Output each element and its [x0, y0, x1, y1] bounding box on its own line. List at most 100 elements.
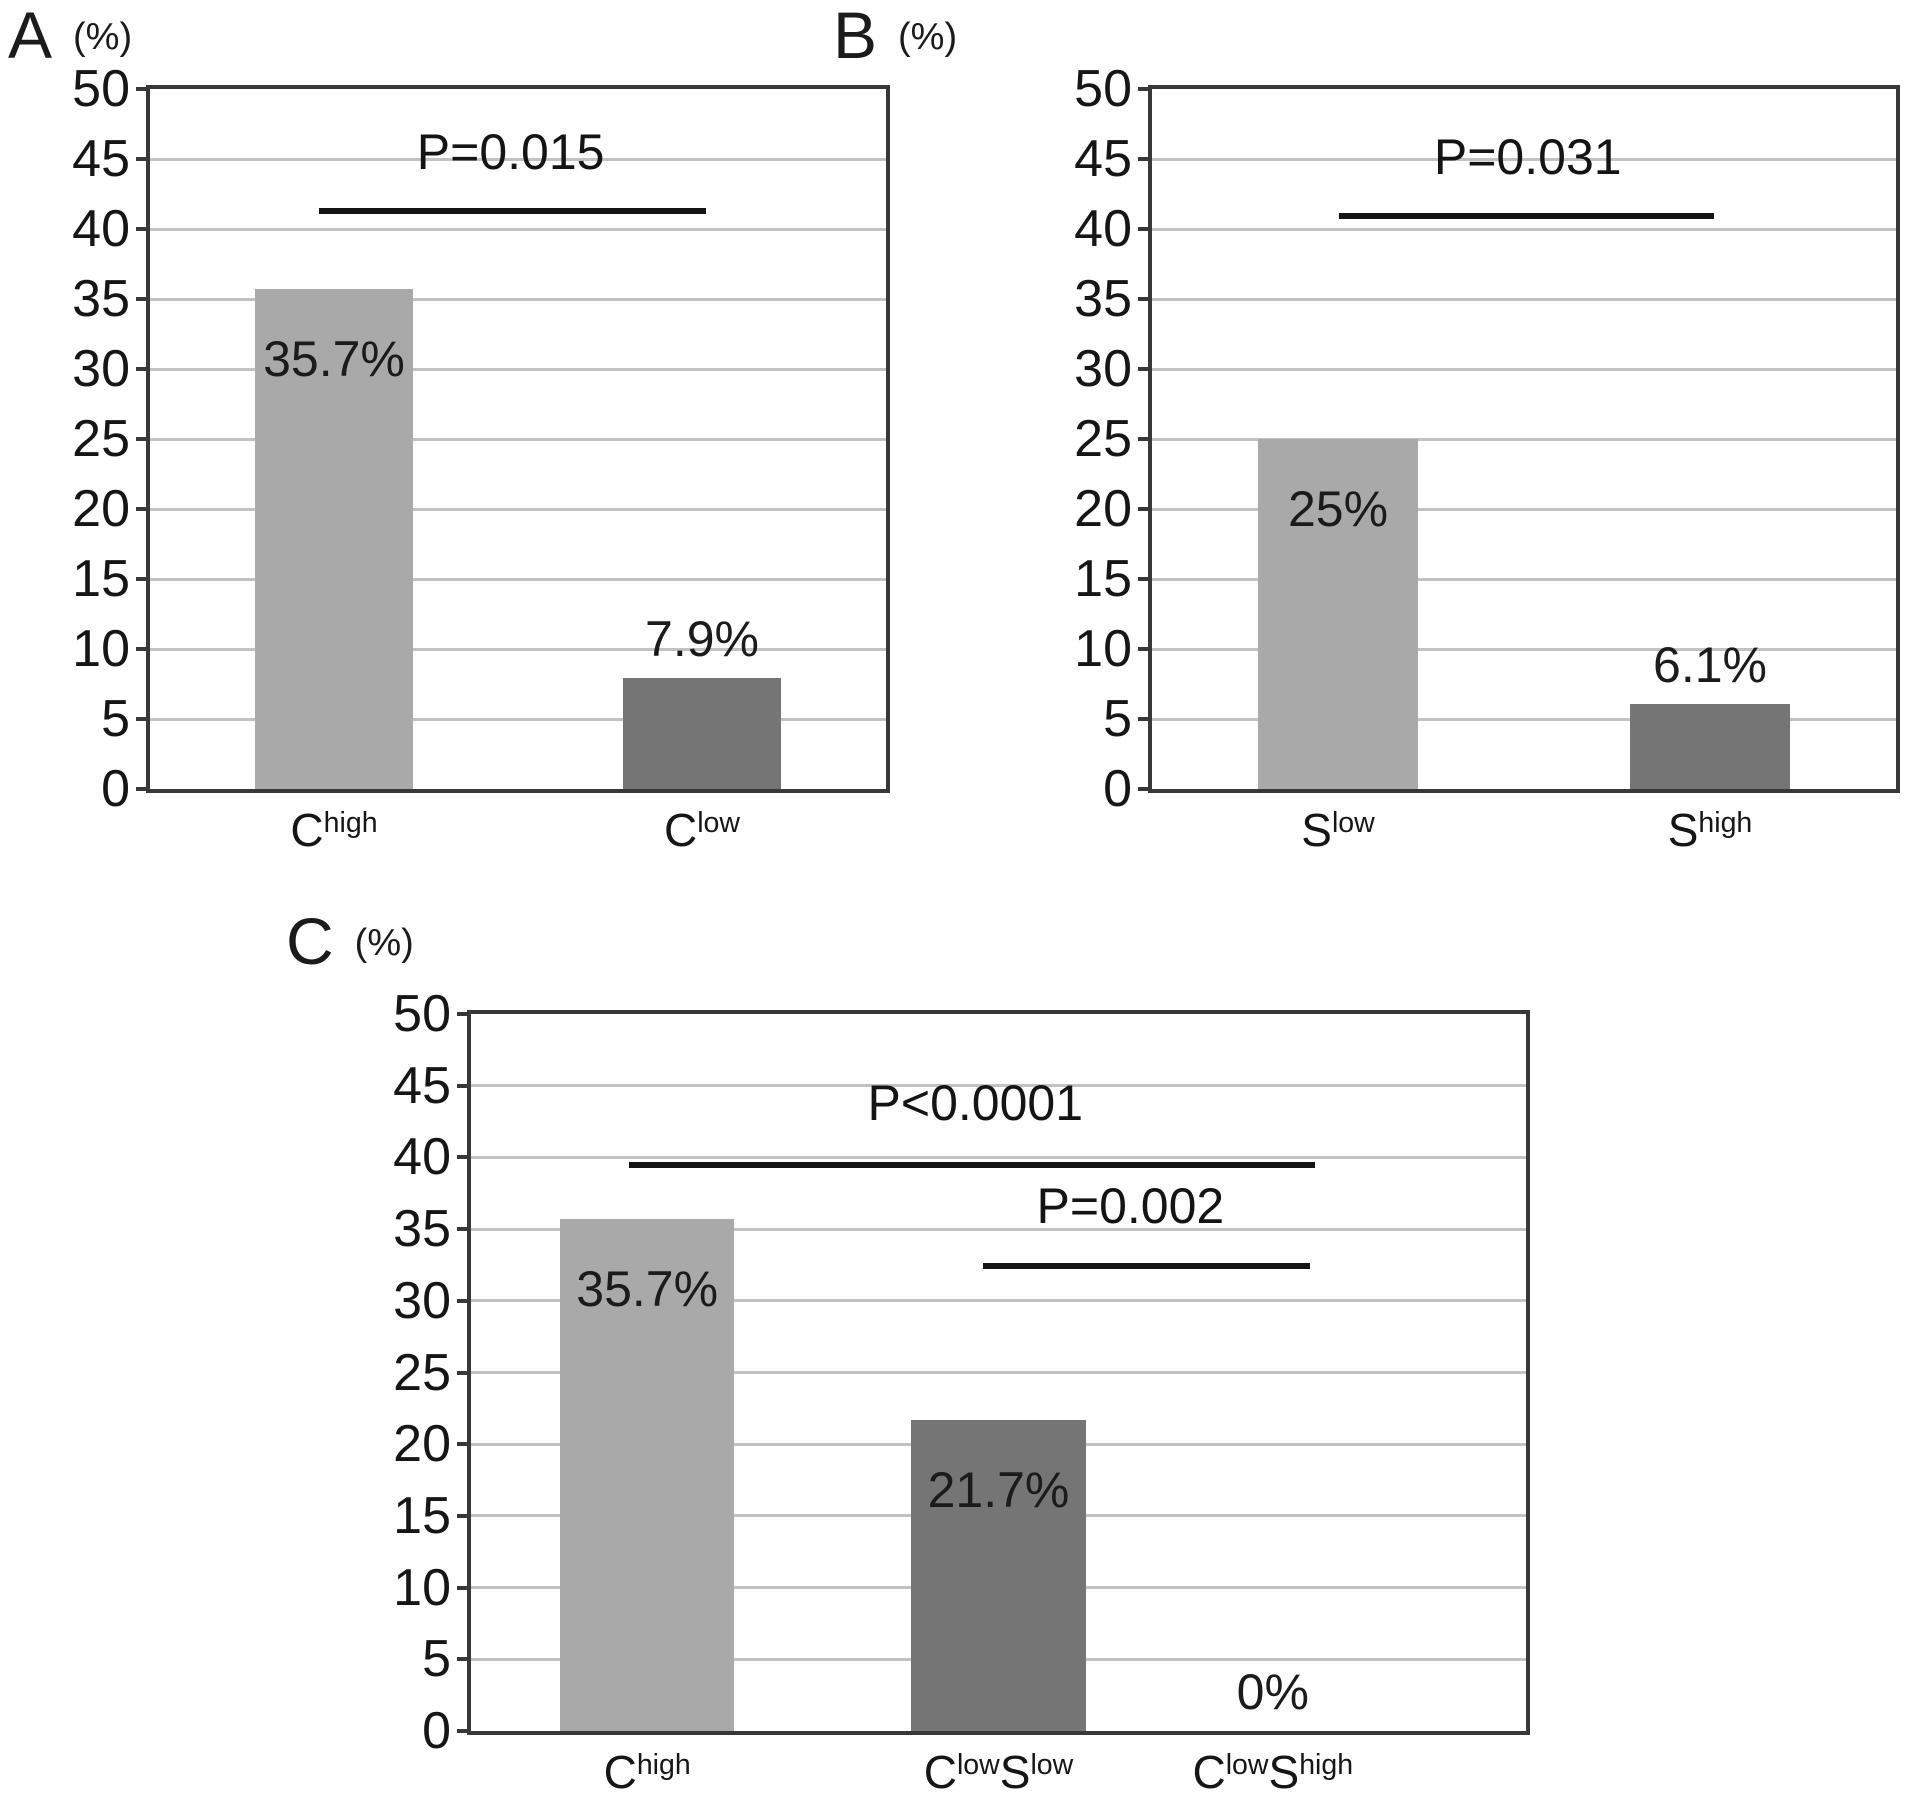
gridline: [1152, 507, 1896, 511]
significance-line: [629, 1161, 1315, 1168]
panel-label-b: B: [833, 0, 879, 72]
gridline: [1152, 157, 1896, 161]
y-tick-mark: [1138, 227, 1149, 231]
y-tick-label: 20: [72, 480, 130, 538]
y-tick-label: 45: [1074, 130, 1132, 188]
gridline: [1152, 367, 1896, 371]
bar: [560, 1219, 735, 1731]
category-label-part: C: [603, 1746, 637, 1798]
y-tick-label: 30: [72, 340, 130, 398]
y-tick-label: 0: [1103, 760, 1132, 818]
y-tick-label: 15: [393, 1486, 451, 1545]
value-label: 25%: [1287, 481, 1389, 537]
y-tick-mark: [136, 297, 147, 301]
category-label-part: C: [1192, 1746, 1226, 1798]
value-label: 35.7%: [576, 1261, 719, 1318]
panel-a-header: A (%): [8, 2, 132, 68]
y-tick-mark: [457, 1298, 468, 1303]
bar: [1630, 703, 1790, 789]
panel-c-header: C (%): [286, 908, 414, 974]
category-label-part: low: [1331, 806, 1375, 839]
gridline: [150, 717, 886, 721]
gridline: [1152, 577, 1896, 581]
category-label: Clow: [664, 807, 740, 853]
y-tick-label: 35: [393, 1200, 451, 1259]
category-label-part: C: [923, 1746, 957, 1798]
y-tick-label: 5: [1103, 690, 1132, 748]
gridline: [1152, 717, 1896, 721]
category-label: ClowSlow: [924, 1749, 1074, 1795]
gridline: [150, 647, 886, 651]
significance-label: P=0.002: [1036, 1178, 1225, 1235]
category-label-part: S: [1268, 1746, 1300, 1798]
gridline: [150, 577, 886, 581]
category-label-part: low: [956, 1748, 1000, 1781]
category-label-part: C: [663, 804, 698, 856]
y-tick-mark: [1138, 647, 1149, 651]
category-label-part: high: [1299, 1748, 1354, 1781]
y-tick-mark: [136, 227, 147, 231]
axis-unit-label-b: (%): [898, 16, 958, 58]
y-tick-mark: [457, 1155, 468, 1160]
y-tick-label: 20: [393, 1415, 451, 1474]
y-tick-label: 50: [1074, 60, 1132, 118]
category-label: Slow: [1301, 807, 1374, 853]
bar: [911, 1419, 1086, 1731]
y-tick-mark: [136, 507, 147, 511]
category-label-part: low: [1030, 1748, 1074, 1781]
y-tick-label: 25: [1074, 410, 1132, 468]
gridline: [150, 437, 886, 441]
y-tick-label: 35: [72, 270, 130, 328]
y-tick-label: 15: [72, 550, 130, 608]
y-tick-mark: [1138, 577, 1149, 581]
y-tick-mark: [457, 1083, 468, 1088]
y-tick-mark: [457, 1227, 468, 1232]
y-tick-mark: [136, 787, 147, 791]
y-tick-label: 45: [393, 1056, 451, 1115]
y-tick-label: 40: [393, 1128, 451, 1187]
y-tick-mark: [136, 157, 147, 161]
plot-area-c: 0 5 10 15 20 25 30 35 40 45 50 35.7% Chigh 21.7% ClowS…: [393, 988, 1530, 1795]
category-label: Chigh: [290, 807, 377, 853]
y-tick-label: 0: [422, 1702, 451, 1760]
category-label-part: low: [1225, 1748, 1269, 1781]
y-tick-mark: [457, 1012, 468, 1016]
y-tick-label: 40: [1074, 200, 1132, 258]
y-tick-mark: [1138, 437, 1149, 441]
gridline: [1152, 297, 1896, 301]
value-label: 7.9%: [645, 611, 759, 668]
y-tick-label: 20: [1074, 480, 1132, 538]
y-tick-mark: [136, 87, 147, 91]
category-label-part: high: [1698, 806, 1753, 839]
category-label-part: low: [697, 806, 741, 839]
y-tick-mark: [1138, 367, 1149, 371]
gridline: [150, 367, 886, 371]
category-label: ClowShigh: [1192, 1749, 1353, 1795]
y-tick-mark: [1138, 157, 1149, 161]
y-tick-mark: [136, 437, 147, 441]
y-tick-mark: [1138, 507, 1149, 511]
plot-area-b: 0 5 10 15 20 25 30 35 40 45 50 25% Slow 6.1% Shigh P=0.…: [1074, 63, 1900, 853]
y-tick-mark: [457, 1370, 468, 1375]
value-label: 21.7%: [927, 1461, 1070, 1518]
significance-label: P=0.031: [1433, 129, 1622, 186]
category-label-part: high: [323, 806, 378, 839]
gridline: [471, 1155, 1526, 1159]
significance-line: [982, 1263, 1310, 1270]
bar: [254, 289, 414, 789]
significance-label: P<0.0001: [867, 1075, 1084, 1132]
gridline: [1152, 647, 1896, 651]
y-tick-mark: [136, 717, 147, 721]
significance-line: [318, 207, 707, 214]
axis-unit-label-c: (%): [354, 922, 414, 964]
y-tick-mark: [457, 1585, 468, 1590]
significance-label: P=0.015: [416, 123, 605, 180]
panel-label-c: C: [286, 904, 335, 978]
y-tick-label: 0: [101, 760, 130, 818]
value-label: 35.7%: [263, 331, 405, 388]
gridline: [150, 507, 886, 511]
category-label-part: S: [1301, 804, 1332, 856]
bar: [622, 678, 782, 789]
y-tick-mark: [457, 1442, 468, 1447]
y-tick-label: 50: [393, 985, 451, 1043]
